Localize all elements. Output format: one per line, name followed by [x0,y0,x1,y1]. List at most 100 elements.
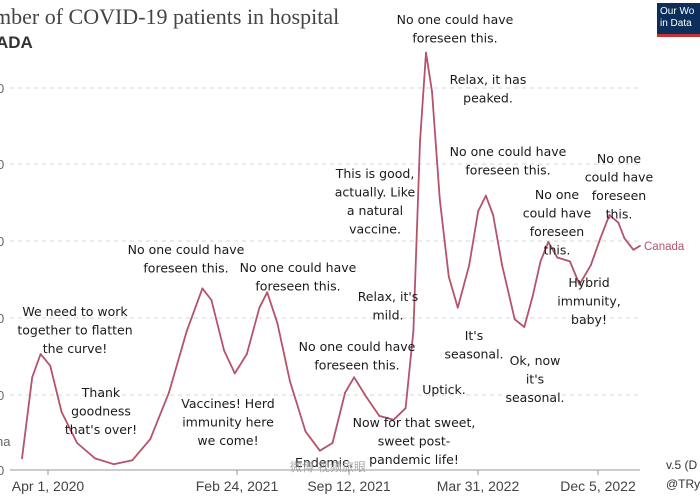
data-point [131,459,134,462]
annotation-line: the curve! [43,341,108,356]
ann-flatten: We need to work together to flatten the cu… [17,304,132,356]
annotation-line: foreseen this. [314,358,399,373]
y-tick-label: 0 [0,234,4,249]
ann-foreseen-4: No one could have foreseen this. [450,144,567,178]
ann-uptick: Uptick. [422,382,466,397]
data-point [233,372,236,375]
y-tick-label: 0 [0,157,4,172]
annotation-line: foreseen this. [143,261,228,276]
annotation-line: peaked. [463,91,513,106]
logo-line-2: in Data [660,18,692,29]
ann-foreseen-6: No one could have foreseen this. [585,151,654,222]
annotation-line: sweet post- [378,434,451,449]
ann-foreseen-1: No one could have foreseen this. [128,242,245,276]
data-point [608,214,611,216]
annotation-line: Ok, now [510,353,561,368]
data-point [425,51,427,54]
annotation-line: Relax, it has [450,72,527,87]
data-point [539,260,542,263]
ann-seasonal-1: It's seasonal. [444,328,503,362]
annotation-line: We need to work [22,304,128,319]
ann-foreseen-3: No one could have foreseen this. [299,339,416,373]
annotation-line: Thank [81,385,121,400]
data-point [404,407,407,410]
x-tick-label: Sep 12, 2021 [307,478,391,494]
annotation-line: foreseen [530,224,584,239]
credit-version: v.5 (D [666,458,698,472]
data-point [485,194,487,197]
data-point [547,241,550,243]
data-point [60,411,63,413]
annotation-line: could have [523,206,592,221]
y-tick-label: 0 [0,388,4,403]
ann-sweet: Now for that sweet, sweet post-pandemic l… [353,415,476,467]
data-point [477,210,480,213]
owid-logo[interactable]: Our Wo in Data [657,3,700,37]
data-point [438,198,441,201]
annotation-line: This is good, [335,166,415,181]
annotation-line: Uptick. [422,382,466,397]
ann-thank: Thank goodness that's over! [65,385,137,437]
annotation-line: Relax, it's [358,289,419,304]
annotation-line: It's [465,328,484,343]
data-point [276,322,279,325]
data-point [353,376,355,379]
ann-vaccines: Vaccines! Herd immunity here we come! [181,396,275,448]
data-point [556,256,559,259]
annotation-line: foreseen [592,188,646,203]
ann-foreseen-2: No one could have foreseen this. [240,260,357,294]
y-tick-fragment: na [0,434,11,449]
annotation-line: Hybrid [568,275,609,290]
annotation-line: No one [535,187,580,202]
data-point [569,260,571,263]
data-point [632,248,635,251]
annotation-line: No one [597,151,642,166]
data-point [419,140,421,143]
annotation-line: we come! [197,433,258,448]
annotation-line: No one could have [240,260,357,275]
data-point [378,415,381,417]
y-tick-label: 0 [0,81,4,96]
data-point [617,221,620,224]
data-point [501,264,503,267]
annotation-line: No one could have [450,144,567,159]
chart-subtitle: ADA [0,33,33,52]
watermark: 微博 视频旅眼 [290,459,366,474]
annotation-line: seasonal. [505,390,564,405]
x-tick-label: Feb 24, 2021 [196,478,279,494]
series-label-canada: Canada [644,241,685,253]
ann-mild: Relax, it's mild. [358,289,419,323]
chart-title: mber of COVID-19 patients in hospital [0,4,340,29]
data-point [331,442,334,444]
data-point [49,364,52,367]
data-point [39,353,42,355]
x-tick-label: Dec 5, 2022 [560,478,636,494]
data-point [468,264,471,267]
annotation-line: No one could have [299,339,416,354]
data-point [21,457,23,460]
annotation-line: mild. [372,308,403,323]
x-tick-label: Apr 1, 2020 [12,478,85,494]
data-point [578,283,581,286]
data-point [599,237,602,240]
annotation-line: goodness [71,404,131,419]
data-point [531,295,534,297]
y-tick-label: 0 [0,463,4,478]
credit-handle: @TRy [666,477,700,491]
data-point [112,463,115,466]
data-point [639,245,641,247]
data-point [94,457,96,460]
annotation-line: that's over! [65,422,137,437]
data-point [304,430,307,433]
data-point [201,287,204,290]
annotation-line: together to flatten [17,323,132,338]
ann-hybrid: Hybrid immunity, baby! [557,275,620,327]
data-point [245,353,248,355]
data-point [185,330,188,332]
data-point [258,306,261,309]
data-point [392,418,395,421]
data-point [319,449,321,452]
annotation-line: immunity here [182,415,274,430]
data-point [447,275,450,278]
data-point [513,318,516,321]
